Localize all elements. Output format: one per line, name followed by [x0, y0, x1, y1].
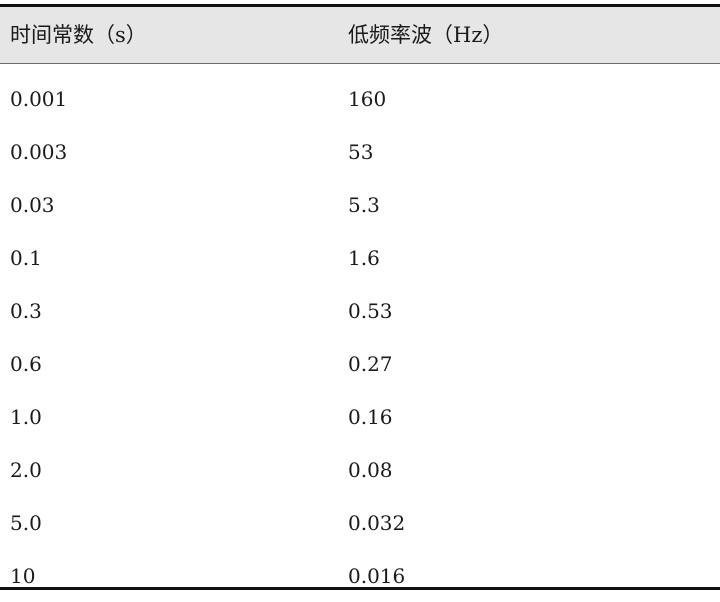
table-row: 0.001 160	[0, 72, 720, 125]
table-row: 0.03 5.3	[0, 178, 720, 231]
table-body: 0.001 160 0.003 53 0.03 5.3 0.1 1.6 0.3 …	[0, 72, 720, 602]
cell-time-constant: 0.001	[10, 86, 68, 111]
cell-time-constant: 0.03	[10, 192, 55, 217]
table-row: 2.0 0.08	[0, 443, 720, 496]
cell-time-constant: 0.6	[10, 351, 42, 376]
cell-low-frequency: 0.016	[348, 563, 406, 588]
cell-low-frequency: 0.53	[348, 298, 393, 323]
cell-low-frequency: 0.27	[348, 351, 393, 376]
table-row: 0.1 1.6	[0, 231, 720, 284]
table-row: 0.6 0.27	[0, 337, 720, 390]
data-table: 时间常数（s） 低频率波（Hz） 0.001 160 0.003 53 0.03…	[0, 4, 720, 590]
cell-time-constant: 2.0	[10, 457, 42, 482]
header-low-frequency: 低频率波（Hz）	[348, 22, 504, 47]
table-header: 时间常数（s） 低频率波（Hz）	[0, 7, 720, 64]
header-time-constant: 时间常数（s）	[10, 22, 147, 47]
table-row: 0.003 53	[0, 125, 720, 178]
cell-low-frequency: 5.3	[348, 192, 380, 217]
cell-time-constant: 5.0	[10, 510, 42, 535]
cell-time-constant: 0.3	[10, 298, 42, 323]
cell-low-frequency: 160	[348, 86, 387, 111]
table-row: 0.3 0.53	[0, 284, 720, 337]
table-row: 5.0 0.032	[0, 496, 720, 549]
cell-low-frequency: 53	[348, 139, 374, 164]
cell-low-frequency: 1.6	[348, 245, 380, 270]
table-row: 10 0.016	[0, 549, 720, 602]
cell-low-frequency: 0.08	[348, 457, 393, 482]
cell-low-frequency: 0.16	[348, 404, 393, 429]
cell-time-constant: 10	[10, 563, 36, 588]
cell-time-constant: 0.003	[10, 139, 68, 164]
cell-low-frequency: 0.032	[348, 510, 406, 535]
table-row: 1.0 0.16	[0, 390, 720, 443]
cell-time-constant: 1.0	[10, 404, 42, 429]
cell-time-constant: 0.1	[10, 245, 42, 270]
